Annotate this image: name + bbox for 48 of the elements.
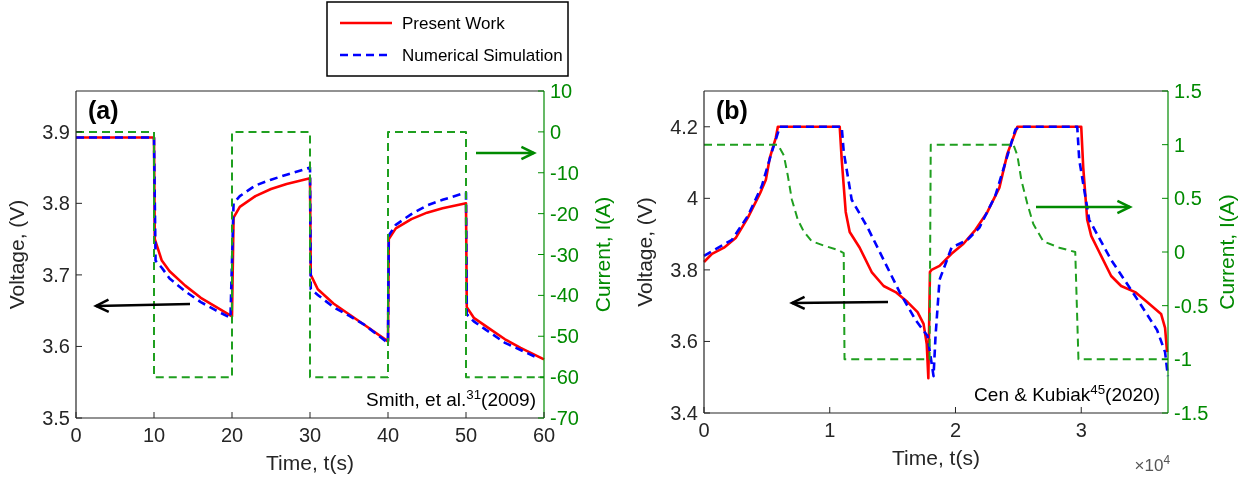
chart-title: (a) (88, 96, 119, 124)
y2-tick-label: 1.5 (1174, 80, 1202, 102)
y-tick-label: 3.4 (670, 402, 698, 424)
y-tick-label: 3.8 (42, 192, 70, 215)
y-tick-label: 4.2 (670, 115, 698, 138)
x-axis-title: Time, t(s) (892, 446, 980, 469)
chart-title: (b) (716, 96, 748, 124)
y2-tick-label: 1 (1174, 133, 1186, 156)
y2-tick-label: -30 (550, 243, 579, 266)
y-tick-label: 3.6 (42, 335, 70, 358)
y2-tick-label: -60 (550, 366, 579, 389)
y2-tick-label: 0.5 (1174, 187, 1202, 210)
x-tick-label: 1 (824, 419, 836, 441)
y2-tick-label: 10 (550, 80, 573, 102)
y-tick-label: 3.8 (670, 258, 698, 281)
annotation: Cen & Kubiak$^{45}$(2020) (974, 381, 1160, 405)
y-axis-title: Voltage, (V) (633, 197, 656, 307)
x-tick-label: 30 (298, 424, 322, 446)
y2-axis-title: Current, I(A) (1215, 194, 1238, 310)
x-tick-label: 10 (142, 424, 166, 446)
y2-tick-label: -50 (550, 325, 579, 348)
annotation: Smith, et al.$^{31}$(2009) (365, 386, 536, 410)
x-tick-label: 0 (698, 419, 710, 441)
x-tick-label: 40 (376, 424, 400, 446)
y-tick-label: 3.5 (42, 407, 70, 429)
y2-tick-label: 0 (550, 120, 562, 143)
y2-tick-label: -10 (550, 161, 579, 184)
y-tick-label: 3.9 (42, 120, 70, 143)
x-tick-label: 0 (70, 424, 82, 446)
y2-tick-label: -0.5 (1174, 294, 1209, 317)
y2-axis-title: Current, I(A) (591, 196, 614, 313)
y2-tick-label: -20 (550, 202, 579, 225)
text: ×10$^{4}$ (1134, 453, 1171, 475)
y2-tick-label: -1.5 (1174, 402, 1209, 424)
y2-tick-label: -1 (1174, 348, 1192, 371)
x-tick-label: 3 (1075, 419, 1087, 441)
x-tick-label: 20 (220, 424, 244, 446)
x-tick-label: 2 (949, 419, 962, 441)
y2-tick-label: 0 (1174, 241, 1186, 263)
x-axis-title: Time, t(s) (266, 451, 354, 474)
legend-label: Present Work (402, 14, 506, 33)
y-tick-label: 3.7 (42, 263, 70, 286)
y-axis-title: Voltage, (V) (5, 199, 28, 310)
y-tick-label: 4 (686, 187, 698, 210)
y2-tick-label: -40 (550, 284, 579, 307)
x-tick-label: 50 (454, 424, 478, 446)
y-tick-label: 3.6 (670, 330, 698, 353)
legend-label: Numerical Simulation (402, 46, 563, 65)
